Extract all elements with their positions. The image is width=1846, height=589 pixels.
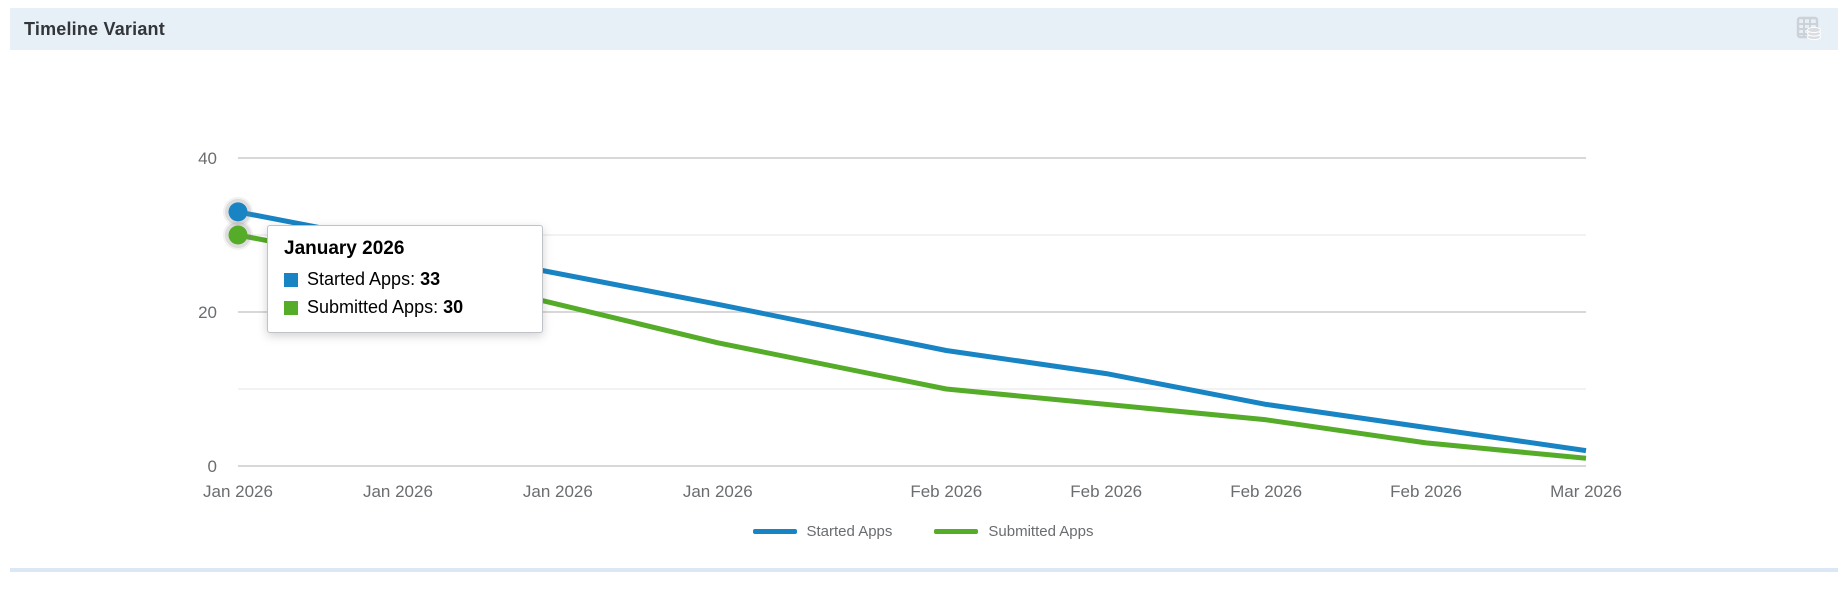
x-axis-tick-label: Feb 2026 xyxy=(910,482,982,501)
legend-item-submitted-apps[interactable]: Submitted Apps xyxy=(934,523,1093,540)
x-axis-tick-label: Feb 2026 xyxy=(1230,482,1302,501)
submitted-apps-swatch xyxy=(284,300,298,315)
tooltip-row-value: 33 xyxy=(420,269,441,289)
tooltip-row-submitted: Submitted Apps: 30 xyxy=(284,297,524,318)
chart-legend: Started Apps Submitted Apps xyxy=(0,523,1846,540)
x-axis-tick-label: Jan 2026 xyxy=(683,482,753,501)
x-axis-tick-label: Feb 2026 xyxy=(1390,482,1462,501)
tooltip-row-started: Started Apps: 33 xyxy=(284,269,524,290)
x-axis-tick-label: Jan 2026 xyxy=(523,482,593,501)
submitted-apps-line-swatch xyxy=(934,529,979,534)
x-axis-tick-label: Jan 2026 xyxy=(203,482,273,501)
started-apps-swatch xyxy=(284,272,298,287)
legend-label: Started Apps xyxy=(806,523,893,540)
tooltip-row-label: Started Apps: xyxy=(307,269,416,289)
legend-item-started-apps[interactable]: Started Apps xyxy=(752,523,893,540)
started-apps-line-swatch xyxy=(752,529,797,534)
y-axis-tick-label: 0 xyxy=(208,457,217,476)
y-axis-tick-label: 40 xyxy=(198,149,217,168)
chart-tooltip: January 2026 Started Apps: 33 Submitted … xyxy=(267,225,543,333)
tooltip-title: January 2026 xyxy=(284,238,405,259)
tooltip-row-label: Submitted Apps: xyxy=(307,297,439,317)
next-panel-edge xyxy=(10,568,1838,572)
tooltip-row-value: 30 xyxy=(443,297,464,317)
panel-title: Timeline Variant xyxy=(24,18,165,39)
submitted-apps-marker[interactable] xyxy=(228,225,248,245)
panel-header: Timeline Variant xyxy=(10,8,1838,50)
x-axis-tick-label: Mar 2026 xyxy=(1550,482,1622,501)
y-axis-tick-label: 20 xyxy=(198,303,217,322)
started-apps-marker[interactable] xyxy=(228,202,248,222)
legend-label: Submitted Apps xyxy=(988,523,1094,540)
x-axis-tick-label: Feb 2026 xyxy=(1070,482,1142,501)
table-view-icon[interactable] xyxy=(1794,14,1824,44)
x-axis-tick-label: Jan 2026 xyxy=(363,482,433,501)
